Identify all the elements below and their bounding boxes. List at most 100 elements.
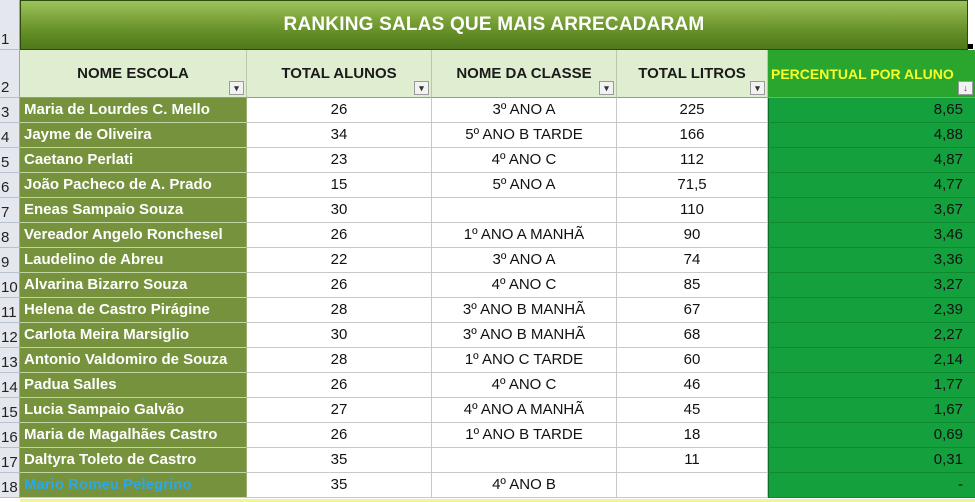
percent-per-student-cell[interactable]: 8,65 (768, 98, 975, 123)
class-name-cell[interactable]: 4º ANO B (432, 473, 617, 498)
row-number[interactable]: 1 (0, 0, 20, 50)
total-students-cell[interactable]: 28 (247, 348, 432, 373)
class-name-cell[interactable]: 3º ANO B MANHÃ (432, 298, 617, 323)
fill-handle[interactable] (968, 44, 973, 49)
school-name-cell[interactable]: Alvarina Bizarro Souza (20, 273, 247, 298)
class-name-cell[interactable]: 1º ANO A MANHÃ (432, 223, 617, 248)
class-name-cell[interactable]: 4º ANO C (432, 273, 617, 298)
percent-per-student-cell[interactable]: 3,36 (768, 248, 975, 273)
percent-per-student-cell[interactable]: 4,88 (768, 123, 975, 148)
school-name-cell[interactable]: Jayme de Oliveira (20, 123, 247, 148)
total-students-cell[interactable]: 26 (247, 98, 432, 123)
class-name-cell[interactable]: 1º ANO C TARDE (432, 348, 617, 373)
total-liters-cell[interactable]: 60 (617, 348, 768, 373)
row-number[interactable]: 2 (0, 50, 20, 98)
total-liters-cell[interactable]: 166 (617, 123, 768, 148)
percent-per-student-cell[interactable]: 1,67 (768, 398, 975, 423)
total-students-cell[interactable]: 26 (247, 423, 432, 448)
filter-dropdown-icon[interactable]: ▾ (599, 81, 614, 95)
percent-per-student-cell[interactable]: 2,27 (768, 323, 975, 348)
row-number[interactable]: 5 (0, 148, 20, 173)
percent-per-student-cell[interactable]: 0,69 (768, 423, 975, 448)
header-total-alunos[interactable]: TOTAL ALUNOS ▾ (247, 50, 432, 98)
header-nome-escola[interactable]: NOME ESCOLA ▾ (20, 50, 247, 98)
row-number[interactable]: 3 (0, 98, 20, 123)
school-name-cell[interactable]: Lucia Sampaio Galvão (20, 398, 247, 423)
total-students-cell[interactable]: 30 (247, 323, 432, 348)
school-name-cell[interactable]: Carlota Meira Marsiglio (20, 323, 247, 348)
row-number[interactable]: 15 (0, 398, 20, 423)
school-name-cell[interactable]: Maria de Lourdes C. Mello (20, 98, 247, 123)
sheet-title-cell[interactable]: RANKING SALAS QUE MAIS ARRECADARAM (20, 0, 968, 50)
total-students-cell[interactable]: 22 (247, 248, 432, 273)
filter-dropdown-icon[interactable]: ▾ (229, 81, 244, 95)
total-students-cell[interactable]: 30 (247, 198, 432, 223)
total-students-cell[interactable]: 23 (247, 148, 432, 173)
total-students-cell[interactable]: 26 (247, 223, 432, 248)
total-liters-cell[interactable]: 18 (617, 423, 768, 448)
total-students-cell[interactable]: 15 (247, 173, 432, 198)
school-name-cell[interactable]: Caetano Perlati (20, 148, 247, 173)
class-name-cell[interactable]: 5º ANO A (432, 173, 617, 198)
total-liters-cell[interactable]: 90 (617, 223, 768, 248)
percent-per-student-cell[interactable]: 4,77 (768, 173, 975, 198)
school-name-cell[interactable]: Helena de Castro Pirágine (20, 298, 247, 323)
row-number[interactable]: 11 (0, 298, 20, 323)
row-number[interactable]: 8 (0, 223, 20, 248)
sort-descending-filter-icon[interactable]: ↓ (958, 81, 973, 95)
school-name-cell[interactable]: Daltyra Toleto de Castro (20, 448, 247, 473)
filter-dropdown-icon[interactable]: ▾ (414, 81, 429, 95)
total-students-cell[interactable]: 26 (247, 373, 432, 398)
total-liters-cell[interactable]: 74 (617, 248, 768, 273)
row-number[interactable]: 4 (0, 123, 20, 148)
school-name-cell[interactable]: Maria de Magalhães Castro (20, 423, 247, 448)
school-name-cell[interactable]: Vereador Angelo Ronchesel (20, 223, 247, 248)
school-name-cell[interactable]: Antonio Valdomiro de Souza (20, 348, 247, 373)
percent-per-student-cell[interactable]: - (768, 473, 975, 498)
row-number[interactable]: 12 (0, 323, 20, 348)
total-liters-cell[interactable]: 85 (617, 273, 768, 298)
school-name-cell[interactable]: Eneas Sampaio Souza (20, 198, 247, 223)
row-number[interactable]: 9 (0, 248, 20, 273)
filter-dropdown-icon[interactable]: ▾ (750, 81, 765, 95)
percent-per-student-cell[interactable]: 3,67 (768, 198, 975, 223)
total-liters-cell[interactable]: 225 (617, 98, 768, 123)
total-liters-cell[interactable]: 68 (617, 323, 768, 348)
school-name-cell[interactable]: Padua Salles (20, 373, 247, 398)
row-number[interactable]: 17 (0, 448, 20, 473)
total-students-cell[interactable]: 35 (247, 448, 432, 473)
total-liters-cell[interactable]: 112 (617, 148, 768, 173)
header-percentual-por-aluno[interactable]: PERCENTUAL POR ALUNO ↓ (768, 50, 975, 98)
class-name-cell[interactable]: 3º ANO A (432, 98, 617, 123)
percent-per-student-cell[interactable]: 3,46 (768, 223, 975, 248)
total-students-cell[interactable]: 34 (247, 123, 432, 148)
school-name-cell[interactable]: João Pacheco de A. Prado (20, 173, 247, 198)
total-liters-cell[interactable]: 67 (617, 298, 768, 323)
percent-per-student-cell[interactable]: 2,39 (768, 298, 975, 323)
percent-per-student-cell[interactable]: 1,77 (768, 373, 975, 398)
class-name-cell[interactable] (432, 198, 617, 223)
header-total-litros[interactable]: TOTAL LITROS ▾ (617, 50, 768, 98)
total-students-cell[interactable]: 26 (247, 273, 432, 298)
class-name-cell[interactable]: 3º ANO B MANHÃ (432, 323, 617, 348)
header-nome-da-classe[interactable]: NOME DA CLASSE ▾ (432, 50, 617, 98)
row-number[interactable]: 16 (0, 423, 20, 448)
total-liters-cell[interactable]: 46 (617, 373, 768, 398)
total-liters-cell[interactable]: 11 (617, 448, 768, 473)
row-number[interactable]: 18 (0, 473, 20, 498)
total-liters-cell[interactable] (617, 473, 768, 498)
total-students-cell[interactable]: 27 (247, 398, 432, 423)
class-name-cell[interactable]: 1º ANO B TARDE (432, 423, 617, 448)
total-liters-cell[interactable]: 45 (617, 398, 768, 423)
percent-per-student-cell[interactable]: 0,31 (768, 448, 975, 473)
school-name-cell[interactable]: Mario Romeu Pelegrino (20, 473, 247, 498)
school-name-cell[interactable]: Laudelino de Abreu (20, 248, 247, 273)
class-name-cell[interactable] (432, 448, 617, 473)
percent-per-student-cell[interactable]: 2,14 (768, 348, 975, 373)
total-liters-cell[interactable]: 110 (617, 198, 768, 223)
percent-per-student-cell[interactable]: 4,87 (768, 148, 975, 173)
class-name-cell[interactable]: 3º ANO A (432, 248, 617, 273)
total-students-cell[interactable]: 35 (247, 473, 432, 498)
class-name-cell[interactable]: 5º ANO B TARDE (432, 123, 617, 148)
row-number[interactable]: 6 (0, 173, 20, 198)
